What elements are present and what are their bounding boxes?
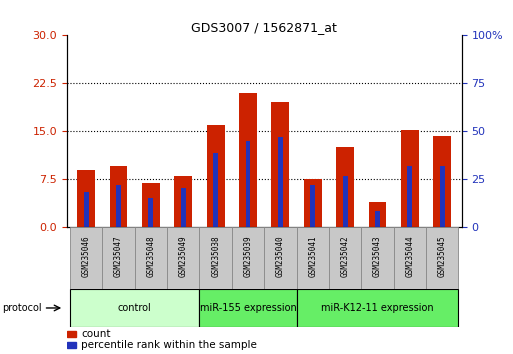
Text: GSM235042: GSM235042 <box>341 235 350 277</box>
Title: GDS3007 / 1562871_at: GDS3007 / 1562871_at <box>191 21 337 34</box>
Bar <box>440 166 445 227</box>
Bar <box>297 289 459 327</box>
Bar <box>200 289 297 327</box>
Bar <box>142 183 160 227</box>
Bar <box>343 176 348 227</box>
Text: GSM235048: GSM235048 <box>146 235 155 277</box>
Text: percentile rank within the sample: percentile rank within the sample <box>81 340 257 350</box>
Bar <box>213 153 218 227</box>
Bar <box>375 211 380 227</box>
Bar <box>135 227 167 289</box>
Text: GSM235047: GSM235047 <box>114 235 123 277</box>
Bar <box>102 227 135 289</box>
Text: GSM235041: GSM235041 <box>308 235 317 277</box>
Bar <box>393 227 426 289</box>
Bar <box>70 289 200 327</box>
Bar <box>77 171 95 227</box>
Bar <box>407 166 412 227</box>
Bar <box>278 137 283 227</box>
Bar <box>239 93 257 227</box>
Bar <box>271 102 289 227</box>
Bar <box>70 227 102 289</box>
Bar <box>167 227 200 289</box>
Bar <box>67 331 76 337</box>
Bar <box>232 227 264 289</box>
Text: GSM235046: GSM235046 <box>82 235 91 277</box>
Bar <box>329 227 361 289</box>
Bar <box>148 198 153 227</box>
Text: count: count <box>81 329 110 339</box>
Text: GSM235045: GSM235045 <box>438 235 447 277</box>
Bar <box>310 185 315 227</box>
Text: GSM235038: GSM235038 <box>211 235 220 277</box>
Bar <box>207 125 225 227</box>
Bar <box>433 136 451 227</box>
Bar <box>304 179 322 227</box>
Bar <box>361 227 393 289</box>
Text: GSM235044: GSM235044 <box>405 235 415 277</box>
Text: GSM235039: GSM235039 <box>244 235 252 277</box>
Bar <box>84 192 89 227</box>
Bar <box>246 141 250 227</box>
Bar <box>369 202 386 227</box>
Text: protocol: protocol <box>3 303 42 313</box>
Text: miR-155 expression: miR-155 expression <box>200 303 297 313</box>
Bar <box>426 227 459 289</box>
Bar <box>264 227 297 289</box>
Bar <box>336 147 354 227</box>
Text: miR-K12-11 expression: miR-K12-11 expression <box>321 303 434 313</box>
Bar <box>200 227 232 289</box>
Bar <box>67 342 76 348</box>
Text: control: control <box>118 303 151 313</box>
Bar <box>297 227 329 289</box>
Text: GSM235049: GSM235049 <box>179 235 188 277</box>
Bar <box>174 176 192 227</box>
Text: GSM235040: GSM235040 <box>276 235 285 277</box>
Text: GSM235043: GSM235043 <box>373 235 382 277</box>
Bar <box>181 188 186 227</box>
Bar <box>401 130 419 227</box>
Bar <box>116 185 121 227</box>
Bar <box>110 166 127 227</box>
